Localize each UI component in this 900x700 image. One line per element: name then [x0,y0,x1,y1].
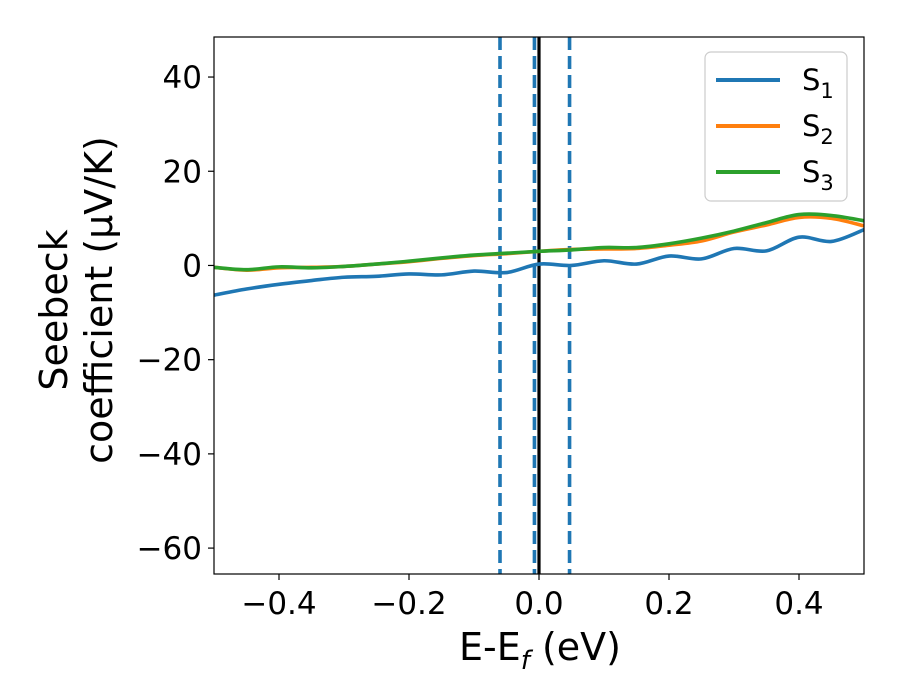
y-axis-label-line2: coefficient (μV/K) [77,136,121,464]
series-layer [214,212,864,297]
x-axis-label-rest: (eV) [530,625,621,669]
y-tick-label: 20 [163,154,202,190]
legend-label: S1 [802,63,834,103]
y-tick-label: −40 [137,437,202,473]
legend-label-main: S [802,63,820,97]
y-axis-label-line1: Seebeck [32,229,76,390]
x-tick-label: 0.4 [774,586,823,622]
legend-label-main: S [802,155,820,189]
legend-label-sub: 3 [820,171,833,195]
y-axis-label: Seebeck coefficient (μV/K) [32,136,121,464]
x-axis-ticks: −0.4 −0.2 0.0 0.2 0.4 [241,574,824,622]
legend-label: S3 [802,155,834,195]
y-axis-ticks: 40 20 0 −20 −40 −60 [137,60,214,567]
x-tick-label: −0.2 [371,586,446,622]
y-tick-label: −60 [137,531,202,567]
y-tick-label: −20 [137,343,202,379]
y-tick-label: 40 [163,60,202,96]
x-axis-label-main: E-E [459,625,521,669]
x-tick-label: 0.2 [644,586,693,622]
series-line-s1 [214,227,864,297]
legend-label: S2 [802,109,834,149]
series-line-s3 [214,212,864,272]
reference-lines [498,37,572,574]
legend-label-main: S [802,109,820,143]
y-tick-label: 0 [182,248,202,284]
x-tick-label: −0.4 [241,586,316,622]
legend-label-sub: 2 [820,125,833,149]
x-axis-label: E-Ef (eV) [459,625,621,676]
legend-label-sub: 1 [820,79,833,103]
x-tick-label: 0.0 [514,586,563,622]
